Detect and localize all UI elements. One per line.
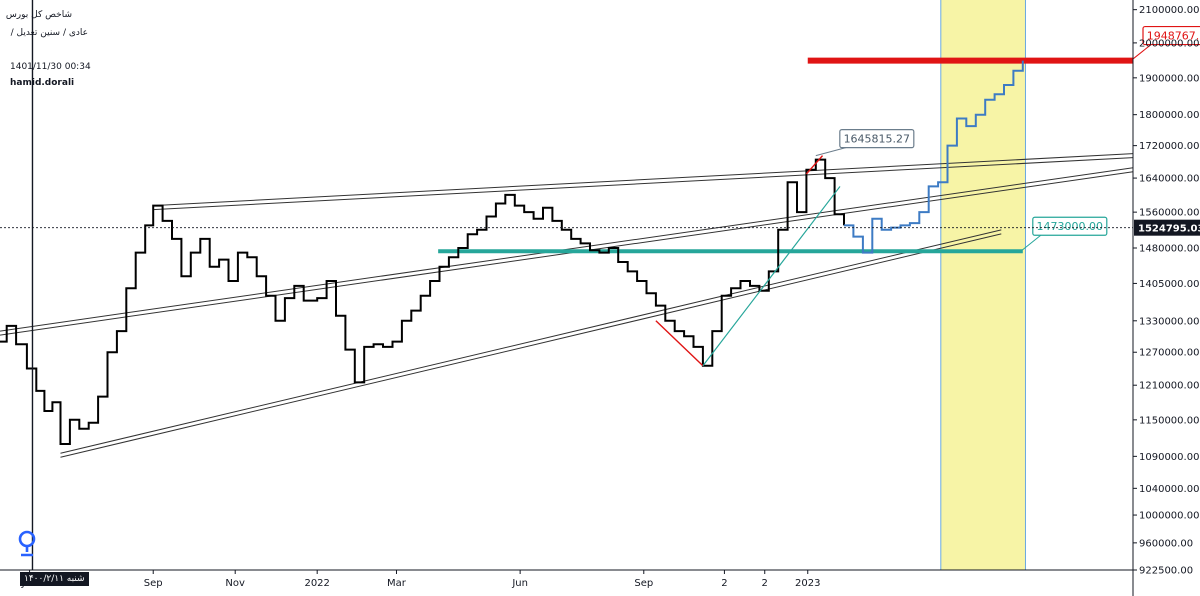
red-wedge-0 bbox=[655, 320, 704, 367]
y-tick-label-2: 1900000.00 bbox=[1139, 73, 1199, 84]
green-rise-line bbox=[702, 186, 841, 367]
x-tick-label-6: Sep bbox=[634, 578, 653, 589]
resistance-label-box bbox=[1142, 25, 1200, 46]
callout-label-0: 1645815.27 bbox=[844, 133, 910, 146]
support-label-leader bbox=[1020, 234, 1042, 252]
x-tick-label-5: Jun bbox=[511, 578, 528, 589]
price-series-line bbox=[0, 158, 845, 445]
x-tick-label-1: Sep bbox=[144, 578, 163, 589]
y-tick-label-4: 1720000.00 bbox=[1139, 141, 1199, 152]
y-tick-label-13: 1090000.00 bbox=[1139, 452, 1199, 463]
snapshot-timestamp: 1401/11/30 00:34 bbox=[10, 62, 91, 72]
y-tick-label-3: 1800000.00 bbox=[1139, 110, 1199, 121]
y-tick-label-1: 2000000.00 bbox=[1139, 38, 1199, 49]
callout-leader-0 bbox=[815, 147, 846, 157]
x-tick-label-4: Mar bbox=[387, 578, 407, 589]
red-wedge-1 bbox=[805, 155, 824, 175]
trend-line-parallel-1 bbox=[153, 157, 1134, 211]
x-tick-label-9: 2023 bbox=[795, 578, 820, 589]
y-tick-label-12: 1150000.00 bbox=[1139, 415, 1199, 426]
highlight-zone bbox=[940, 0, 1026, 570]
x-tick-label-8: 2 bbox=[762, 578, 768, 589]
current-price-badge bbox=[1134, 219, 1200, 236]
x-tick-label-3: 2022 bbox=[304, 578, 329, 589]
callout-box-0 bbox=[839, 129, 915, 149]
y-tick-label-0: 2100000.00 bbox=[1139, 5, 1199, 16]
trend-line-1 bbox=[153, 153, 1134, 207]
chart-symbol-title: شاخص کل بورس bbox=[5, 10, 72, 20]
trend-line-2 bbox=[60, 229, 1002, 454]
annotations-group: 1645815.27 bbox=[655, 129, 915, 367]
resistance-label-leader bbox=[1130, 44, 1152, 61]
trend-line-parallel-0 bbox=[0, 171, 1134, 336]
current-price-label: 1524795.03 bbox=[1138, 224, 1200, 235]
y-tick-label-17: 922500.00 bbox=[1139, 566, 1193, 577]
x-tick-label-7: 2 bbox=[721, 578, 727, 589]
y-tick-label-6: 1560000.00 bbox=[1139, 208, 1199, 219]
projection-series-line bbox=[844, 60, 1024, 254]
y-tick-label-15: 1000000.00 bbox=[1139, 511, 1199, 522]
x-tick-label-2: Nov bbox=[225, 578, 245, 589]
cursor-date-label: شنبه ۱۴۰۰/۲/۱۱ bbox=[20, 572, 89, 586]
y-tick-label-5: 1640000.00 bbox=[1139, 174, 1199, 185]
chart-subtitle: عادی / سنین تعدیل / bbox=[10, 28, 88, 38]
y-tick-label-10: 1270000.00 bbox=[1139, 348, 1199, 359]
highlight-zone-group bbox=[940, 0, 1026, 570]
series-group bbox=[0, 60, 1024, 445]
brand-logo-icon[interactable] bbox=[14, 530, 40, 558]
y-tick-label-7: 1480000.00 bbox=[1139, 244, 1199, 255]
support-level-label: 1473000.00 bbox=[1037, 220, 1103, 233]
y-tick-label-9: 1330000.00 bbox=[1139, 316, 1199, 327]
y-tick-label-11: 1210000.00 bbox=[1139, 381, 1199, 392]
trend-line-parallel-2 bbox=[60, 233, 1002, 458]
horizontal-levels-group: 1948767.73 1473000.00 bbox=[438, 25, 1200, 254]
author-name: hamid.dorali bbox=[10, 78, 75, 88]
y-tick-label-14: 1040000.00 bbox=[1139, 484, 1199, 495]
resistance-level-label: 1948767.73 bbox=[1147, 30, 1200, 43]
y-tick-label-16: 960000.00 bbox=[1139, 538, 1193, 549]
support-label-box bbox=[1032, 216, 1108, 236]
y-tick-label-8: 1405000.00 bbox=[1139, 279, 1199, 290]
